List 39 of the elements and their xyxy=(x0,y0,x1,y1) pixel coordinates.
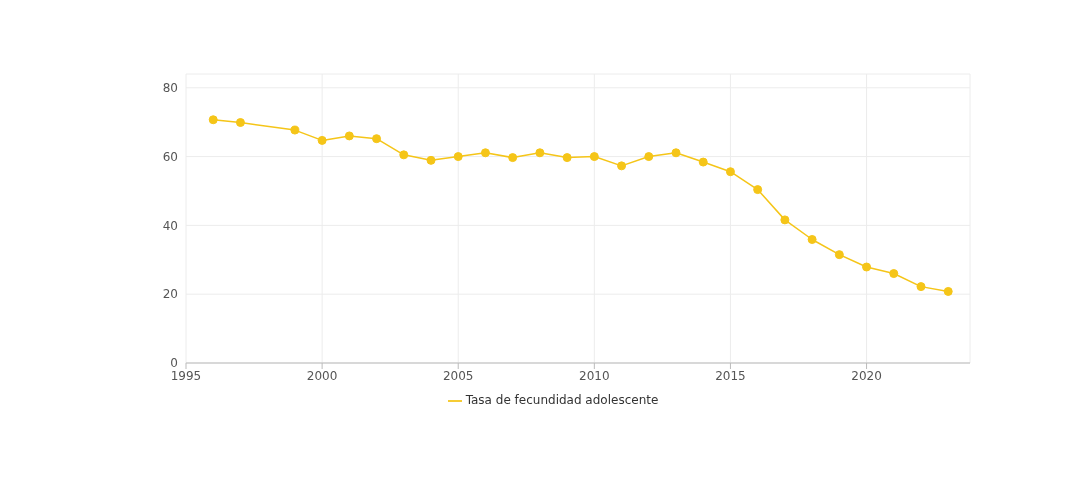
point xyxy=(589,152,599,162)
x-tick-label: 2015 xyxy=(715,368,746,383)
point xyxy=(290,125,300,135)
x-tick-label: 1995 xyxy=(170,368,202,383)
legend-label: Tasa de fecundidad adolescente xyxy=(465,393,659,407)
point xyxy=(753,185,763,195)
point xyxy=(617,161,627,171)
point xyxy=(317,135,327,145)
y-tick-label: 20 xyxy=(162,287,178,302)
point xyxy=(807,234,817,244)
point xyxy=(235,118,245,128)
point xyxy=(508,153,518,163)
point xyxy=(889,269,899,279)
point xyxy=(834,250,844,260)
x-tick-label: 2020 xyxy=(851,368,882,383)
point xyxy=(862,262,872,272)
y-tick-label: 40 xyxy=(162,218,178,233)
point xyxy=(644,152,654,162)
x-tick-label: 2000 xyxy=(306,368,338,383)
point xyxy=(344,131,354,141)
point xyxy=(780,215,790,225)
point xyxy=(480,148,490,158)
point xyxy=(535,148,545,158)
point xyxy=(671,148,681,158)
y-tick-label: 0 xyxy=(170,356,178,371)
point xyxy=(725,167,735,177)
y-tick-label: 80 xyxy=(162,81,178,96)
point xyxy=(698,157,708,167)
x-tick-label: 2005 xyxy=(442,368,474,383)
point xyxy=(426,155,436,165)
point xyxy=(453,152,463,162)
point xyxy=(916,282,926,292)
y-tick-label: 60 xyxy=(162,149,178,164)
point xyxy=(372,134,382,144)
point xyxy=(562,153,572,163)
point xyxy=(943,286,953,296)
point xyxy=(399,150,409,160)
point xyxy=(208,115,218,125)
x-tick-label: 2010 xyxy=(579,368,610,383)
